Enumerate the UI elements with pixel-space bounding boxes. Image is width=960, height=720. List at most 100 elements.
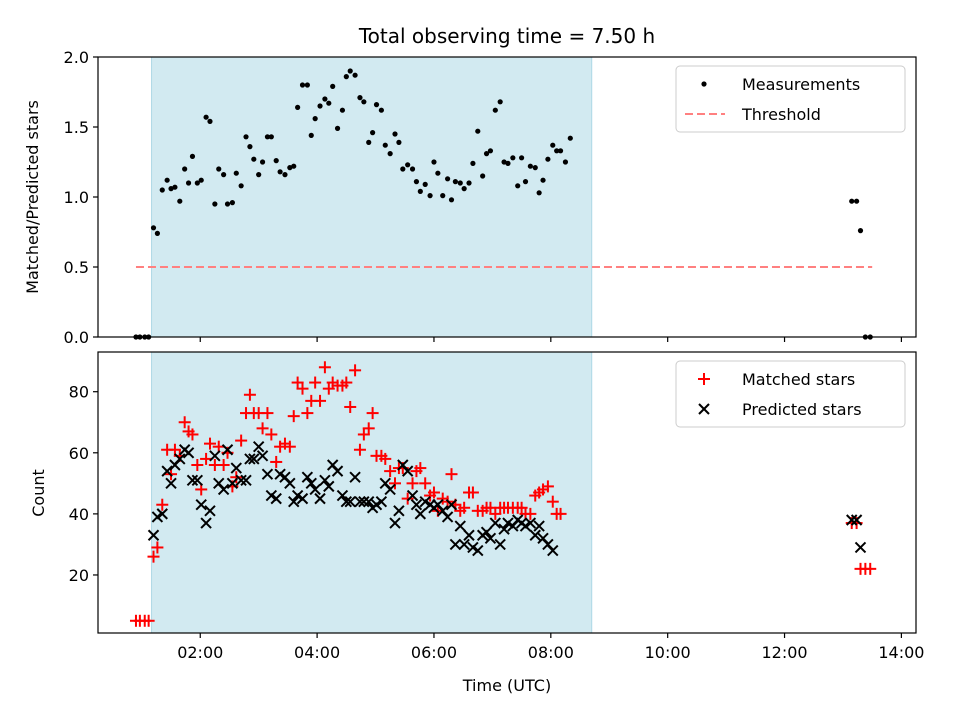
predicted-star-point xyxy=(296,492,309,505)
matched-star-point xyxy=(203,437,216,450)
bottom-y-tick-label: 40 xyxy=(69,505,89,524)
measurement-point xyxy=(264,134,271,140)
top-series-measurements xyxy=(133,68,873,340)
matched-star-point xyxy=(287,410,300,423)
measurement-point xyxy=(357,95,363,101)
bottom-y-tick-label: 20 xyxy=(69,566,89,585)
legend-marker xyxy=(701,81,707,87)
matched-star-point xyxy=(384,465,397,478)
matched-star-point xyxy=(340,376,353,389)
predicted-star-point xyxy=(441,511,454,523)
measurement-point xyxy=(247,144,253,150)
matched-star-point xyxy=(217,459,230,472)
predicted-star-point xyxy=(406,489,419,502)
measurement-point xyxy=(532,165,538,171)
measurement-point xyxy=(557,148,564,154)
measurement-point xyxy=(330,83,336,89)
measurement-point xyxy=(378,107,384,113)
predicted-star-point xyxy=(340,495,353,508)
bottom-y-axis-label: Count xyxy=(29,469,48,517)
matched-star-point xyxy=(458,501,471,514)
predicted-star-point xyxy=(445,499,458,511)
matched-star-point xyxy=(401,492,414,505)
figure-title: Total observing time = 7.50 h xyxy=(358,24,655,48)
matched-star-point xyxy=(156,498,169,511)
bottom-shaded-span xyxy=(151,351,593,634)
predicted-star-point xyxy=(191,474,204,486)
predicted-star-point xyxy=(414,508,427,520)
measurement-point xyxy=(233,170,239,176)
measurement-point xyxy=(409,166,416,172)
matched-star-point xyxy=(200,452,213,465)
matched-star-point xyxy=(235,434,248,447)
measurement-point xyxy=(480,173,486,179)
measurement-point xyxy=(212,201,218,207)
measurement-point xyxy=(562,159,569,165)
predicted-star-point xyxy=(401,465,414,477)
measurement-point xyxy=(312,116,318,122)
measurement-point xyxy=(164,177,170,183)
bottom-x-tick-label: 08:00 xyxy=(528,643,574,662)
predicted-star-point xyxy=(850,514,863,526)
predicted-star-point xyxy=(472,544,484,557)
matched-star-point xyxy=(256,422,269,435)
predicted-star-point xyxy=(204,505,216,517)
matched-star-point xyxy=(270,455,283,468)
measurement-point xyxy=(273,158,279,164)
measurement-point xyxy=(334,125,341,131)
predicted-star-point xyxy=(261,468,274,480)
measurement-point xyxy=(440,193,446,199)
predicted-star-point xyxy=(221,444,234,456)
predicted-star-point xyxy=(375,495,388,508)
measurement-point xyxy=(382,142,388,148)
predicted-star-point xyxy=(323,480,335,493)
top-y-tick-label: 0.0 xyxy=(64,328,89,347)
matched-star-point xyxy=(379,452,392,465)
legend-entry: Predicted stars xyxy=(698,400,862,419)
predicted-star-point xyxy=(449,538,462,551)
measurement-point xyxy=(243,134,249,140)
measurement-point xyxy=(483,151,490,157)
predicted-star-point xyxy=(331,465,344,477)
measurement-point xyxy=(435,170,441,176)
measurement-point xyxy=(339,107,346,113)
measurement-point xyxy=(487,148,494,154)
measurement-point xyxy=(550,142,556,148)
x-axis-label: Time (UTC) xyxy=(462,676,551,695)
matched-star-point xyxy=(466,486,479,499)
matched-star-point xyxy=(414,462,427,475)
top-y-tick-label: 0.5 xyxy=(64,258,89,277)
measurement-point xyxy=(470,160,476,166)
predicted-star-point xyxy=(358,495,370,508)
predicted-star-point xyxy=(524,517,537,529)
predicted-star-point xyxy=(165,477,177,490)
matched-star-point xyxy=(489,507,502,520)
matched-star-point xyxy=(362,422,375,435)
measurement-point xyxy=(347,68,353,74)
measurement-point xyxy=(431,159,437,165)
matched-star-point xyxy=(178,416,191,429)
predicted-star-point xyxy=(410,499,423,511)
legend-label: Predicted stars xyxy=(742,400,862,419)
predicted-star-point xyxy=(240,474,252,486)
predicted-star-point xyxy=(480,526,493,538)
top-shaded-span xyxy=(151,56,593,338)
measurement-point xyxy=(159,187,165,193)
measurement-point xyxy=(361,99,367,105)
measurement-point xyxy=(189,153,196,159)
top-y-tick-label: 1.5 xyxy=(64,118,89,137)
predicted-star-point xyxy=(186,474,199,486)
predicted-star-point xyxy=(235,474,247,486)
predicted-star-point xyxy=(147,529,160,541)
predicted-star-point xyxy=(301,471,314,483)
bottom-legend: Matched stars Predicted stars xyxy=(675,360,906,428)
measurement-point xyxy=(282,172,288,178)
predicted-star-point xyxy=(529,529,541,541)
measurement-point xyxy=(299,82,306,88)
predicted-star-point xyxy=(547,544,559,557)
matched-star-point xyxy=(445,468,458,481)
predicted-star-point xyxy=(854,541,867,554)
matched-star-point xyxy=(186,428,199,441)
matched-star-point xyxy=(168,443,181,456)
predicted-star-point xyxy=(314,492,326,505)
